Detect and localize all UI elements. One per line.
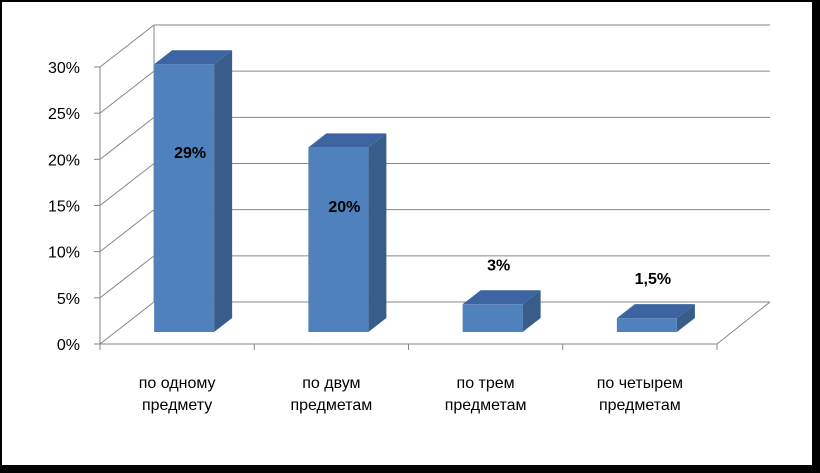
bar-side — [214, 50, 233, 332]
y-tick-label: 20% — [48, 152, 80, 169]
bar-top — [154, 50, 233, 65]
bar — [154, 64, 215, 332]
x-tick-label: предметам — [290, 397, 372, 414]
side-gridline — [99, 255, 155, 299]
bar-top — [308, 133, 387, 148]
x-tick-label: по трем — [457, 375, 515, 392]
bar — [308, 147, 369, 332]
bar-side — [368, 133, 387, 332]
data-label: 20% — [328, 199, 360, 216]
data-label: 3% — [487, 257, 510, 274]
side-gridline — [99, 163, 155, 206]
floor-right-edge — [716, 301, 771, 345]
y-tick-label: 15% — [48, 199, 80, 216]
side-gridline — [99, 116, 155, 160]
side-gridline — [99, 209, 155, 253]
y-tick-label: 0% — [57, 337, 80, 354]
bar-top — [616, 304, 695, 319]
bar-side — [522, 290, 541, 332]
data-label: 1,5% — [635, 271, 671, 288]
x-tick-label: по четырем — [597, 375, 683, 392]
side-gridline — [99, 70, 155, 114]
data-label: 29% — [174, 145, 206, 162]
y-tick-label: 25% — [48, 106, 80, 123]
bar — [616, 318, 677, 332]
x-tick-label: по одному — [139, 375, 216, 392]
x-tick-label: предметам — [445, 397, 527, 414]
x-tick-label: по двум — [302, 375, 360, 392]
y-tick-label: 30% — [48, 60, 80, 77]
bar-side — [676, 304, 695, 332]
x-tick-label: предметам — [599, 397, 681, 414]
bar — [462, 304, 523, 332]
y-tick-label: 5% — [57, 291, 80, 308]
x-tick-label: предмету — [142, 397, 212, 414]
side-gridline — [99, 24, 155, 68]
y-tick-label: 10% — [48, 245, 80, 262]
bar-top — [462, 290, 541, 305]
side-gridline — [99, 301, 155, 345]
